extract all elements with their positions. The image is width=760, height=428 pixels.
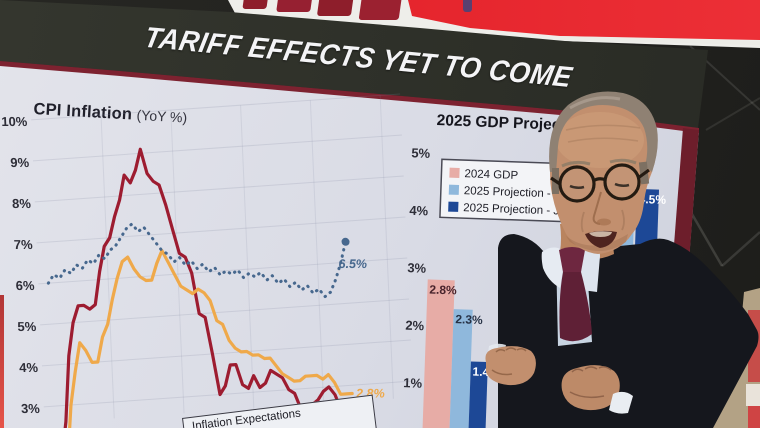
- presenter-jaw-shadow: [566, 234, 628, 251]
- gdp-legend-swatch: [448, 201, 459, 212]
- presenter-face: [549, 92, 658, 254]
- gridline-h: [40, 298, 410, 326]
- presenter-nose: [592, 191, 602, 225]
- cpi-line-series_orange: [54, 249, 354, 428]
- gridline-h: [36, 216, 406, 244]
- gdp-y-tick: 3%: [407, 260, 427, 276]
- cpi-y-tick: 10%: [1, 114, 28, 129]
- gdp-y-tick: 2%: [405, 318, 425, 334]
- presenter-eyes: [569, 182, 630, 190]
- cpi-line-series_dotted_blue: [46, 222, 348, 299]
- gdp-legend-swatch: [448, 184, 460, 195]
- gridline-v: [309, 100, 325, 404]
- gdp-bar: [422, 279, 455, 428]
- gdp-y-tick: 5%: [411, 145, 431, 161]
- cpi-y-tick: 9%: [10, 155, 30, 170]
- presenter-left-knuckles: [491, 347, 527, 376]
- gdp-bar-label: 2.3%: [455, 312, 483, 327]
- screen-left-edge-glow: [0, 295, 4, 428]
- cpi-y-tick: 7%: [14, 237, 34, 252]
- gridline-v: [379, 95, 394, 399]
- presenter-eyebrows: [561, 158, 637, 168]
- gridline-h: [34, 175, 404, 203]
- cpi-y-tick: 8%: [12, 196, 32, 211]
- presenter-hair-highlight: [569, 96, 621, 110]
- presenter-right-fist: [561, 365, 620, 411]
- presenter-glasses: [550, 163, 650, 203]
- cpi-end-marker: [341, 237, 350, 246]
- studio-right-red-light: [748, 406, 760, 428]
- gridline-h: [31, 93, 401, 121]
- presenter-right-cuff: [609, 391, 633, 414]
- presenter-nose-shadow: [597, 218, 611, 226]
- gridline-h: [41, 339, 411, 367]
- gridline-h: [43, 380, 413, 408]
- gdp-legend-swatch: [449, 167, 460, 178]
- gridline-v: [240, 105, 255, 409]
- gridline-h: [32, 134, 402, 162]
- presenter-hair: [549, 91, 658, 172]
- presenter-right-knuckles: [569, 366, 612, 399]
- gridline-v: [170, 110, 185, 414]
- cpi-y-tick: 5%: [17, 319, 37, 334]
- gdp-bar-label: 2.8%: [429, 282, 457, 297]
- gdp-legend-label: 2024 GDP: [464, 168, 518, 182]
- gdp-y-tick: 1%: [403, 375, 423, 391]
- presenter-teeth: [589, 231, 612, 237]
- gdp-y-tick: 4%: [409, 203, 429, 219]
- presenter-forehead-lines: [565, 124, 641, 143]
- presenter-left-fist: [485, 346, 536, 386]
- presenter-collar-left: [541, 247, 566, 288]
- gdp-legend-label: 2025 Projection - June: [463, 202, 578, 218]
- cpi-y-tick: 4%: [19, 360, 39, 375]
- gdp-bar: [449, 309, 473, 428]
- cpi-y-tick: 6%: [15, 278, 35, 293]
- cpi-end-label: 6.5%: [338, 257, 367, 271]
- presenter-smile-lines: [580, 209, 625, 233]
- presenter-tie-knot: [559, 247, 585, 274]
- presenter-collar-right: [579, 248, 600, 292]
- presenter-tie: [559, 272, 592, 342]
- gdp-bar: [468, 361, 488, 428]
- studio-right-white-light: [746, 384, 760, 406]
- studio-logo-fragment: [463, 0, 472, 12]
- cpi-y-tick: 3%: [21, 401, 41, 416]
- gdp-bar-label: 4.5%: [638, 192, 666, 207]
- gridline-v: [100, 115, 115, 419]
